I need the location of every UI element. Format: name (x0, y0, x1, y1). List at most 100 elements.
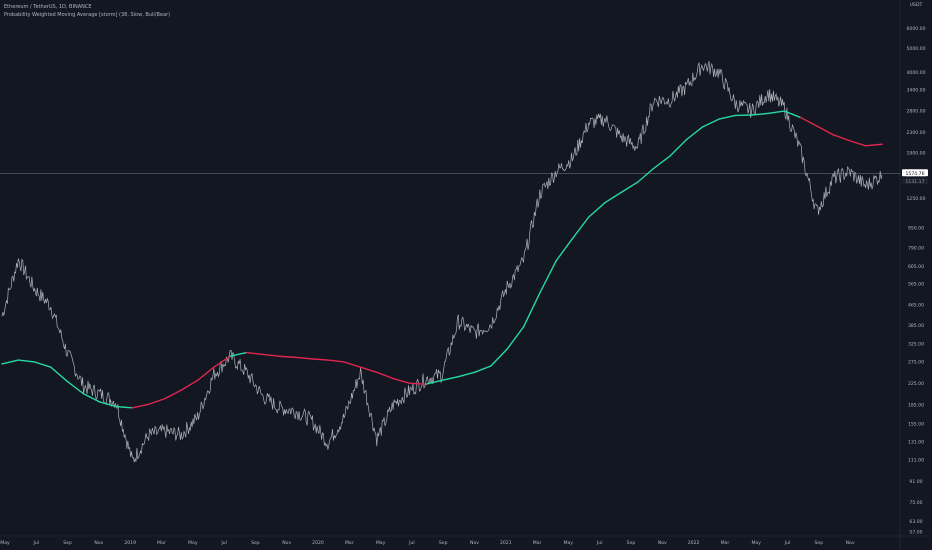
price-tick-label: 2800.00 (907, 109, 926, 115)
moving-average-segment (555, 238, 574, 262)
chart-header: Ethereum / TetherUS, 1D, BINANCE Probabi… (4, 3, 170, 19)
time-tick-label: Jul (408, 540, 415, 546)
price-tick-label: 111.00 (908, 458, 924, 464)
time-tick-label: May (751, 540, 761, 546)
price-tick-label: 275.00 (908, 359, 924, 365)
moving-average-segment (832, 134, 851, 142)
time-tick-label: Sep (251, 540, 260, 546)
moving-average-segment (180, 379, 199, 391)
price-tick-label: 950.00 (908, 225, 924, 231)
moving-average-segment (213, 355, 231, 368)
moving-average-segment (115, 405, 134, 409)
price-tick-label: 185.00 (908, 402, 924, 408)
moving-average-segment (343, 361, 362, 368)
time-tick-label: May (376, 540, 386, 546)
symbol-title[interactable]: Ethereum / TetherUS, 1D, BINANCE (4, 4, 92, 10)
price-tick-label: 155.00 (908, 421, 924, 427)
price-tick-label: 465.00 (908, 303, 924, 309)
moving-average-segment (33, 361, 52, 368)
moving-average-segment (669, 138, 688, 157)
moving-average-segment (587, 201, 606, 218)
time-tick-label: Nov (94, 540, 103, 546)
time-tick-label: 2021 (500, 540, 512, 546)
time-tick-label: 2020 (312, 540, 324, 546)
time-tick-label: May (0, 540, 10, 546)
currency-label: USDT (910, 2, 923, 8)
time-tick-label: Sep (439, 540, 448, 546)
moving-average-segment (702, 118, 720, 128)
moving-average-segment (310, 358, 329, 361)
price-tick-label: 225.00 (908, 381, 924, 387)
moving-average-segment (848, 139, 867, 147)
time-tick-label: Sep (627, 540, 636, 546)
price-tick-label: 3400.00 (907, 88, 926, 94)
time-tick-label: Mar (157, 540, 166, 546)
price-tick-label: 790.00 (908, 245, 924, 251)
moving-average-segment (50, 366, 68, 383)
moving-average-segment (147, 397, 166, 405)
time-tick-label: May (564, 540, 574, 546)
moving-average-segment (457, 371, 476, 378)
time-tick-label: Nov (846, 540, 855, 546)
price-tick-label: 63.00 (909, 519, 922, 525)
time-tick-label: Sep (814, 540, 823, 546)
moving-average-segment (604, 191, 622, 204)
moving-average-segment (718, 114, 737, 120)
moving-average-segment (653, 155, 671, 169)
moving-average-segment (685, 126, 704, 141)
time-tick-label: 2022 (688, 540, 700, 546)
price-tick-label: 1900.00 (907, 150, 926, 156)
moving-average-segment (571, 216, 590, 240)
moving-average-segment (408, 382, 427, 385)
moving-average-segment (473, 365, 492, 373)
time-tick-label: Nov (282, 540, 291, 546)
moving-average-segment (506, 326, 525, 350)
time-tick-label: 2019 (124, 540, 136, 546)
price-tick-label: 91.00 (909, 479, 922, 485)
moving-average-segment (262, 353, 280, 357)
moving-average-segment (327, 359, 345, 363)
moving-average-segment (99, 401, 117, 408)
last-price-value: 1574.76 (906, 171, 925, 177)
moving-average-segment (620, 181, 639, 194)
moving-average-segment (816, 125, 834, 136)
ma-value: 1131.17 (906, 179, 925, 185)
moving-average-segment (441, 376, 459, 382)
moving-average-segment (17, 359, 36, 363)
price-tick-label: 565.00 (908, 282, 924, 288)
moving-average-segment (66, 380, 85, 395)
price-tick-label: 325.00 (908, 341, 924, 347)
moving-average-segment (245, 351, 264, 356)
ma-value-tag (902, 178, 928, 185)
time-tick-label: Mar (533, 540, 542, 546)
moving-average-segment (376, 371, 394, 380)
moving-average-segment (636, 167, 655, 183)
moving-average-segment (392, 377, 411, 384)
time-tick-label: Jul (220, 540, 227, 546)
time-tick-label: Jul (596, 540, 603, 546)
moving-average-segment (799, 116, 818, 127)
time-tick-label: Nov (470, 540, 479, 546)
time-tick-label: Nov (658, 540, 667, 546)
price-tick-label: 2300.00 (907, 130, 926, 136)
last-price-tag (902, 169, 928, 177)
moving-average-segment (539, 260, 557, 294)
time-tick-label: Jul (784, 540, 791, 546)
moving-average-segment (750, 112, 769, 116)
moving-average-segment (131, 403, 150, 409)
moving-average-segment (865, 143, 883, 147)
moving-average-segment (278, 355, 297, 359)
price-tick-label: 665.00 (908, 264, 924, 270)
moving-average-segment (82, 393, 101, 403)
price-tick-label: 57.00 (909, 530, 922, 536)
price-line (1, 61, 883, 464)
indicator-legend[interactable]: Probability Weighted Moving Average [sto… (4, 12, 171, 18)
moving-average-segment (294, 356, 313, 360)
time-tick-label: Mar (721, 540, 730, 546)
moving-average-segment (490, 348, 508, 367)
moving-average-segment (359, 366, 378, 373)
moving-average-segment (425, 379, 443, 385)
moving-average-segment (522, 292, 541, 328)
